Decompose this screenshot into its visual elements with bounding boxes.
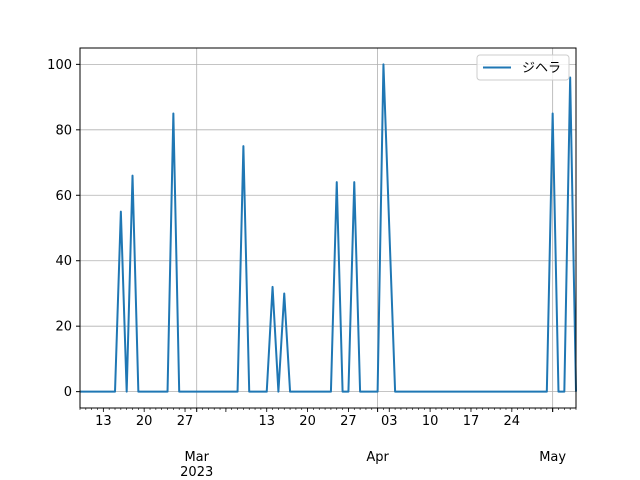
x-tick-label: 13 bbox=[95, 414, 112, 429]
x-year-label: 2023 bbox=[180, 465, 213, 480]
x-tick-label: 20 bbox=[136, 414, 153, 429]
legend: ジヘラ bbox=[476, 54, 570, 81]
y-tick-label: 20 bbox=[55, 320, 72, 335]
x-tick-label: 24 bbox=[504, 414, 521, 429]
series-line bbox=[80, 63, 577, 393]
x-tick-label: 10 bbox=[422, 414, 439, 429]
x-tick-label: 27 bbox=[340, 414, 357, 429]
x-tick-label: 13 bbox=[258, 414, 275, 429]
grid-lines bbox=[80, 48, 576, 408]
y-tick-label: 40 bbox=[55, 254, 72, 269]
y-tick-label: 0 bbox=[64, 385, 72, 400]
plot-area-frame bbox=[79, 47, 577, 409]
y-axis-ticks: 0 20 40 60 80 100 bbox=[47, 58, 80, 400]
legend-box bbox=[476, 54, 570, 81]
x-tick-label: 17 bbox=[463, 414, 480, 429]
x-tick-label: 03 bbox=[381, 414, 398, 429]
x-tick-label: 20 bbox=[299, 414, 316, 429]
x-month-label: May bbox=[539, 450, 566, 465]
legend-label: ジヘラ bbox=[522, 61, 561, 76]
series-layer bbox=[80, 63, 577, 393]
y-tick-label: 60 bbox=[55, 189, 72, 204]
y-tick-label: 100 bbox=[47, 58, 72, 73]
y-tick-label: 80 bbox=[55, 123, 72, 138]
x-month-label: Apr bbox=[366, 450, 389, 465]
x-month-label: Mar bbox=[184, 450, 209, 465]
x-tick-label: 27 bbox=[177, 414, 194, 429]
